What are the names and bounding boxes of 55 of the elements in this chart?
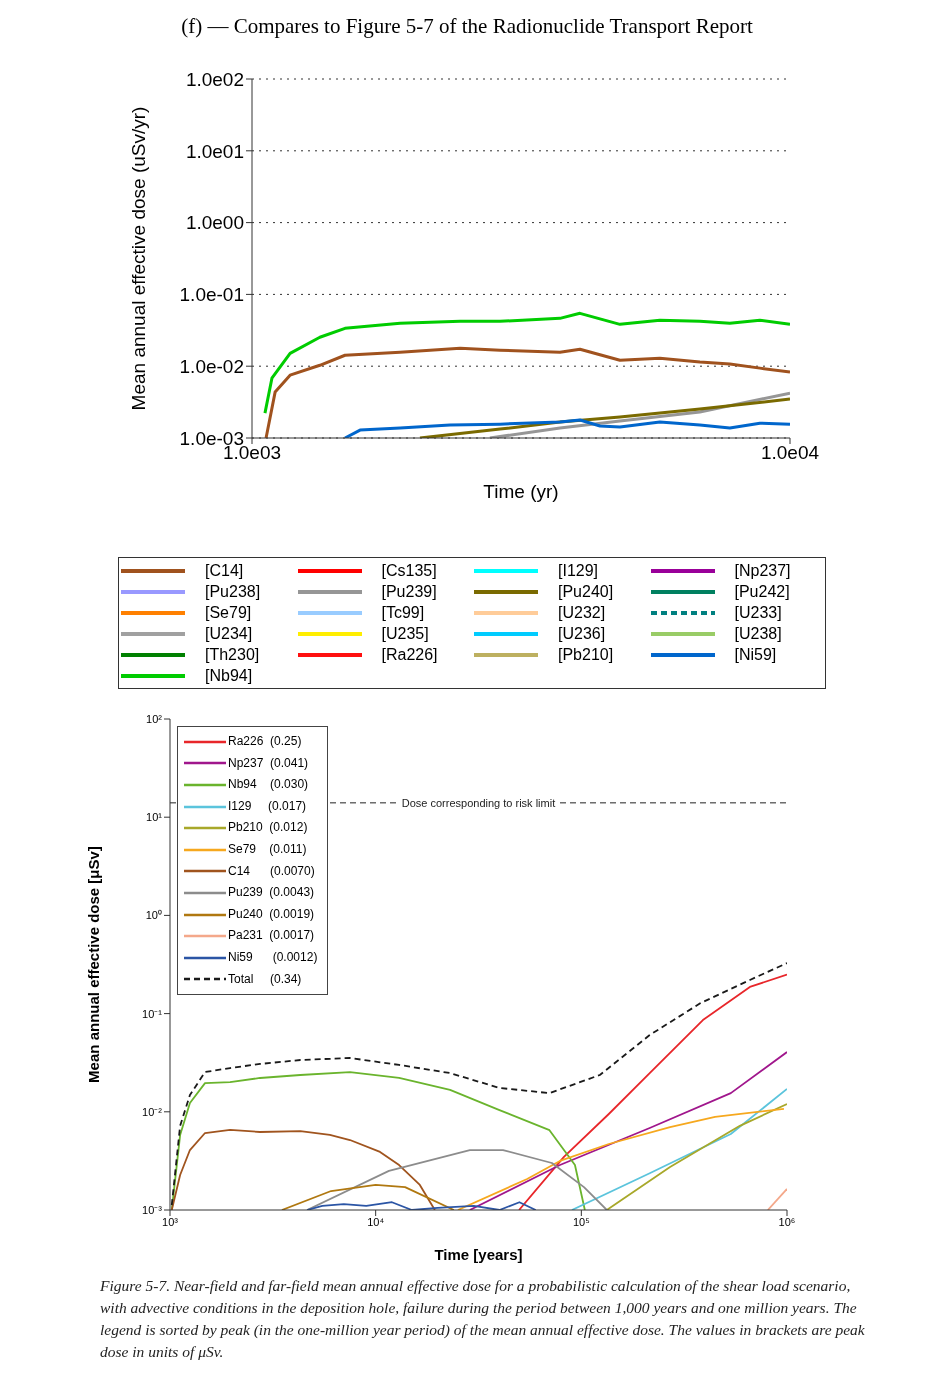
legend-label: Np237 (0.041) xyxy=(228,754,309,772)
legend-label: [U238] xyxy=(734,624,782,644)
y-tick-label: 1.0e02 xyxy=(185,68,244,90)
y-tick-label: 1.0e01 xyxy=(185,140,244,162)
y-tick-label: 1.0e-01 xyxy=(179,284,244,306)
legend-label: [Pu242] xyxy=(734,582,790,602)
y-tick-label: 10⁻¹ xyxy=(142,1007,163,1020)
legend-label: [Pu240] xyxy=(558,582,614,602)
x-tick-label: 10⁵ xyxy=(572,1215,590,1228)
x-axis-title: Time [years] xyxy=(434,1246,523,1263)
y-tick-label: 10⁰ xyxy=(145,909,162,922)
legend-label: [U233] xyxy=(734,603,782,623)
legend-label: [Se79] xyxy=(205,603,252,623)
y-axis-title: Mean annual effective dose [μSv] xyxy=(85,846,103,1083)
legend-label: [C14] xyxy=(205,561,244,581)
legend-label: Pa231 (0.0017) xyxy=(228,927,315,945)
legend-label: Pb210 (0.012) xyxy=(228,819,308,837)
legend-label: [I129] xyxy=(558,561,599,581)
legend-label: [Pb210] xyxy=(558,645,614,665)
x-axis-title: Time (yr) xyxy=(483,481,559,502)
legend-label: Ra226 (0.25) xyxy=(228,733,302,750)
legend-label: [Ni59] xyxy=(734,645,777,665)
legend-label: Pu240 (0.0019) xyxy=(228,905,315,923)
x-tick-label: 10³ xyxy=(162,1215,179,1228)
legend-label: [Ra226] xyxy=(381,645,438,665)
legend-label: [Pu238] xyxy=(205,582,261,602)
legend-label: Nb94 (0.030) xyxy=(228,776,309,794)
legend-label: [U236] xyxy=(558,624,606,644)
caption: Figure 5-7. Near-field and far-field mean annual effective dose for a probabilistic calculation of the shear load scenario, with advective conditions in the deposition hole, failure during the period between 1,000 years and one million years. The legend is sorted by peak (in the one-million year period) of the mean annual effective dose. The values in brackets are peak dose in units of μSv. xyxy=(100,1276,866,1362)
legend-label: [Th230] xyxy=(205,645,260,665)
y-tick-label: 1.0e-02 xyxy=(179,355,244,377)
legend-label: [U234] xyxy=(205,624,253,644)
x-tick-label: 1.0e04 xyxy=(760,442,820,464)
legend-label: [Tc99] xyxy=(381,603,425,623)
legend-label: [Np237] xyxy=(734,561,791,581)
y-axis-title: Mean annual effective dose (uSv/yr) xyxy=(127,106,149,411)
y-tick-label: 10¹ xyxy=(146,811,163,824)
legend-label: Total (0.34) xyxy=(228,970,302,988)
legend-label: [Pu239] xyxy=(381,582,437,602)
x-tick-label: 10⁶ xyxy=(778,1215,796,1228)
legend-label: Pu239 (0.0043) xyxy=(228,884,315,902)
y-tick-label: 10⁻² xyxy=(142,1105,163,1118)
y-tick-label: 10² xyxy=(146,712,163,725)
chart-title: (f) — Compares to Figure 5-7 of the Radionuclide Transport Report xyxy=(180,13,754,40)
legend-label: C14 (0.0070) xyxy=(228,862,315,880)
y-tick-label: 1.0e00 xyxy=(185,212,244,234)
y-tick-label: 10⁻³ xyxy=(142,1203,163,1216)
legend-label: I129 (0.017) xyxy=(228,797,307,815)
legend-label: Ni59 (0.0012) xyxy=(228,948,318,966)
legend-label: [U232] xyxy=(558,603,606,623)
legend-label: [U235] xyxy=(381,624,429,644)
legend-label: Se79 (0.011) xyxy=(228,840,307,858)
legend-label: [Nb94] xyxy=(205,666,253,686)
x-tick-label: 10⁴ xyxy=(367,1215,385,1228)
legend-label: [Cs135] xyxy=(381,561,437,581)
